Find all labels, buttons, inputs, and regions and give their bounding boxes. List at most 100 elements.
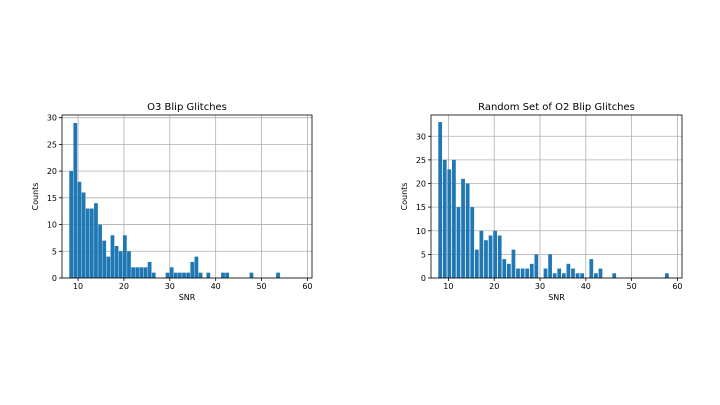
x-tick-label: 60: [672, 282, 682, 291]
bar: [131, 267, 135, 278]
bar: [438, 122, 443, 278]
y-tick-label: 25: [416, 156, 426, 165]
y-tick-label: 15: [47, 194, 57, 203]
bar: [665, 273, 669, 278]
bar: [110, 235, 115, 278]
bar: [534, 254, 539, 278]
x-tick-label: 10: [73, 282, 83, 291]
bar: [69, 171, 74, 278]
chart-o3-blip-glitches: O3 Blip Glitches SNR Counts 10 20 30 40 50 60…: [31, 102, 313, 302]
bar: [488, 235, 493, 278]
x-axis-label: SNR: [179, 293, 196, 302]
x-tick-label: 20: [119, 282, 129, 291]
bar: [461, 178, 465, 278]
bar: [548, 254, 552, 278]
x-tick-label: 40: [211, 282, 221, 291]
bar: [456, 207, 461, 278]
y-tick-label: 30: [47, 114, 57, 123]
bar: [442, 159, 447, 278]
bar: [73, 123, 78, 279]
y-tick-label: 5: [52, 247, 57, 256]
x-tick-label: 40: [581, 282, 591, 291]
x-tick-label: 10: [443, 282, 453, 291]
bar: [447, 169, 452, 278]
bar: [85, 208, 90, 278]
bar: [497, 235, 502, 278]
bar: [465, 183, 470, 278]
bar: [249, 272, 254, 278]
bar: [452, 159, 456, 278]
chart-title: Random Set of O2 Blip Glitches: [478, 102, 635, 113]
y-tick-label: 15: [416, 203, 426, 212]
bar: [98, 224, 102, 278]
bar: [529, 263, 534, 278]
bar: [520, 268, 525, 278]
y-tick-label: 25: [47, 140, 57, 149]
y-axis-label: Counts: [400, 183, 409, 211]
bar: [186, 272, 191, 278]
bars: [69, 123, 280, 279]
bar: [511, 249, 516, 278]
bar: [106, 256, 111, 278]
y-axis-label: Counts: [31, 183, 40, 211]
bar: [182, 272, 186, 278]
bar: [493, 230, 498, 278]
bar: [575, 273, 580, 278]
x-axis-label: SNR: [548, 293, 565, 302]
chart-o2-blip-glitches: Random Set of O2 Blip Glitches SNR Count…: [400, 102, 683, 302]
bar: [194, 256, 199, 278]
y-tick-label: 20: [47, 167, 57, 176]
bar: [206, 272, 211, 278]
bars: [438, 122, 669, 278]
bar: [77, 181, 82, 278]
bar: [612, 273, 617, 278]
bar: [81, 192, 86, 278]
bar: [151, 272, 156, 278]
bar: [525, 268, 530, 278]
plot-frame: [430, 114, 683, 279]
bar: [147, 261, 152, 278]
bar: [552, 273, 557, 278]
bar: [135, 267, 140, 278]
bar: [589, 259, 594, 278]
bar: [470, 207, 475, 278]
x-tick-label: 50: [627, 282, 637, 291]
bar: [506, 263, 511, 278]
bar: [190, 261, 195, 278]
y-tick-label: 0: [421, 274, 426, 283]
x-tick-label: 60: [302, 282, 312, 291]
bar: [102, 240, 107, 278]
x-tick-label: 50: [256, 282, 266, 291]
bar: [127, 251, 131, 278]
bar: [139, 267, 144, 278]
bar: [122, 235, 127, 278]
bar: [543, 268, 548, 278]
bar: [165, 272, 170, 278]
bar: [198, 272, 203, 278]
bar: [225, 272, 230, 278]
y-tick-label: 30: [416, 132, 426, 141]
grid: [62, 115, 312, 279]
y-tick-label: 20: [416, 180, 426, 189]
bar: [598, 268, 603, 278]
bar: [479, 230, 484, 278]
bar: [221, 272, 225, 278]
x-tick-label: 30: [535, 282, 545, 291]
y-tick-label: 5: [421, 250, 426, 259]
bar: [594, 273, 598, 278]
bar: [474, 249, 479, 278]
bar: [571, 268, 575, 278]
x-tick-label: 30: [165, 282, 175, 291]
plot-frame: [61, 114, 313, 279]
bar: [173, 272, 178, 278]
bar: [502, 259, 507, 278]
y-tick-label: 10: [416, 227, 426, 236]
bar: [516, 268, 520, 278]
y-tick-label: 0: [52, 274, 57, 283]
bar: [89, 208, 94, 278]
bar: [178, 272, 182, 278]
bar: [561, 273, 566, 278]
bar: [276, 272, 280, 278]
bar: [114, 245, 119, 278]
